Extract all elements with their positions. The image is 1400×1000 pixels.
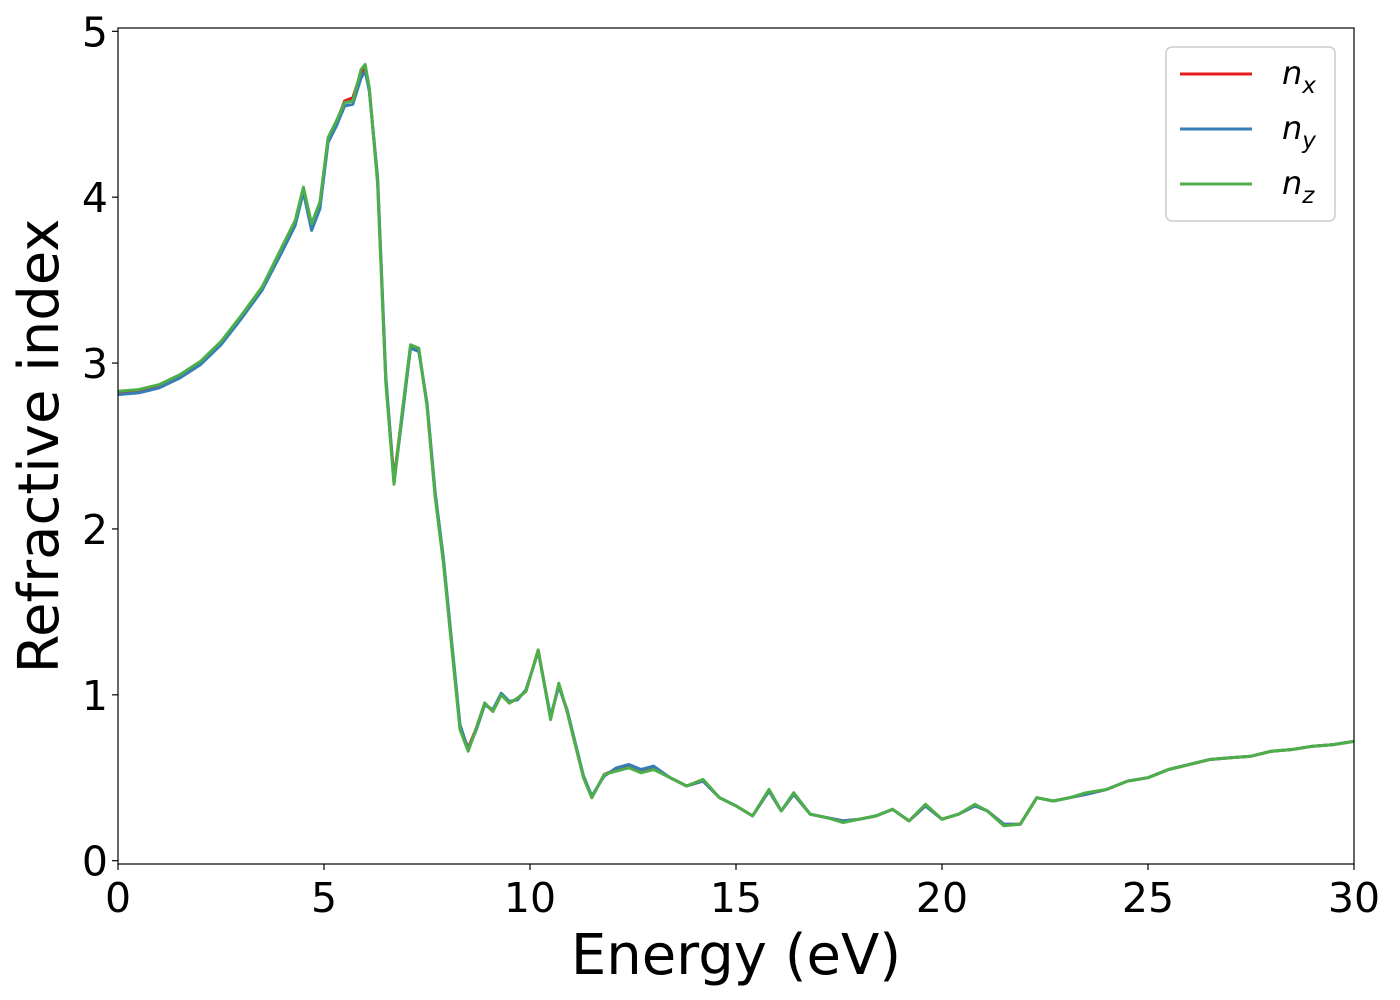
x-tick-label: 0 <box>105 874 131 922</box>
y-tick-label: 1 <box>82 672 108 720</box>
y-tick-label: 4 <box>82 174 108 222</box>
series-line-z <box>118 63 1354 828</box>
legend-label-z: nz <box>1282 164 1315 209</box>
x-axis-title: Energy (eV) <box>571 923 901 988</box>
y-axis-ticks: 0 1 2 3 4 5 <box>82 8 118 886</box>
plot-frame <box>117 27 1355 865</box>
y-tick-label: 0 <box>82 838 108 886</box>
y-tick-label: 3 <box>82 340 108 388</box>
legend-label-y: ny <box>1282 109 1316 154</box>
plot-area <box>118 63 1354 828</box>
x-tick-label: 15 <box>710 874 762 922</box>
legend-box <box>1165 46 1336 222</box>
y-tick-label: 5 <box>82 8 108 56</box>
y-tick-label: 2 <box>82 506 108 554</box>
legend-label-x: nx <box>1282 54 1316 99</box>
x-tick-label: 30 <box>1328 874 1380 922</box>
x-tick-label: 25 <box>1122 874 1174 922</box>
x-tick-label: 10 <box>504 874 556 922</box>
legend: nx ny nz <box>1165 46 1336 222</box>
x-tick-label: 20 <box>916 874 968 922</box>
y-axis-title: Refractive index <box>7 219 72 674</box>
x-tick-label: 5 <box>311 874 337 922</box>
x-axis-ticks: 0 5 10 15 20 25 30 <box>105 864 1380 922</box>
